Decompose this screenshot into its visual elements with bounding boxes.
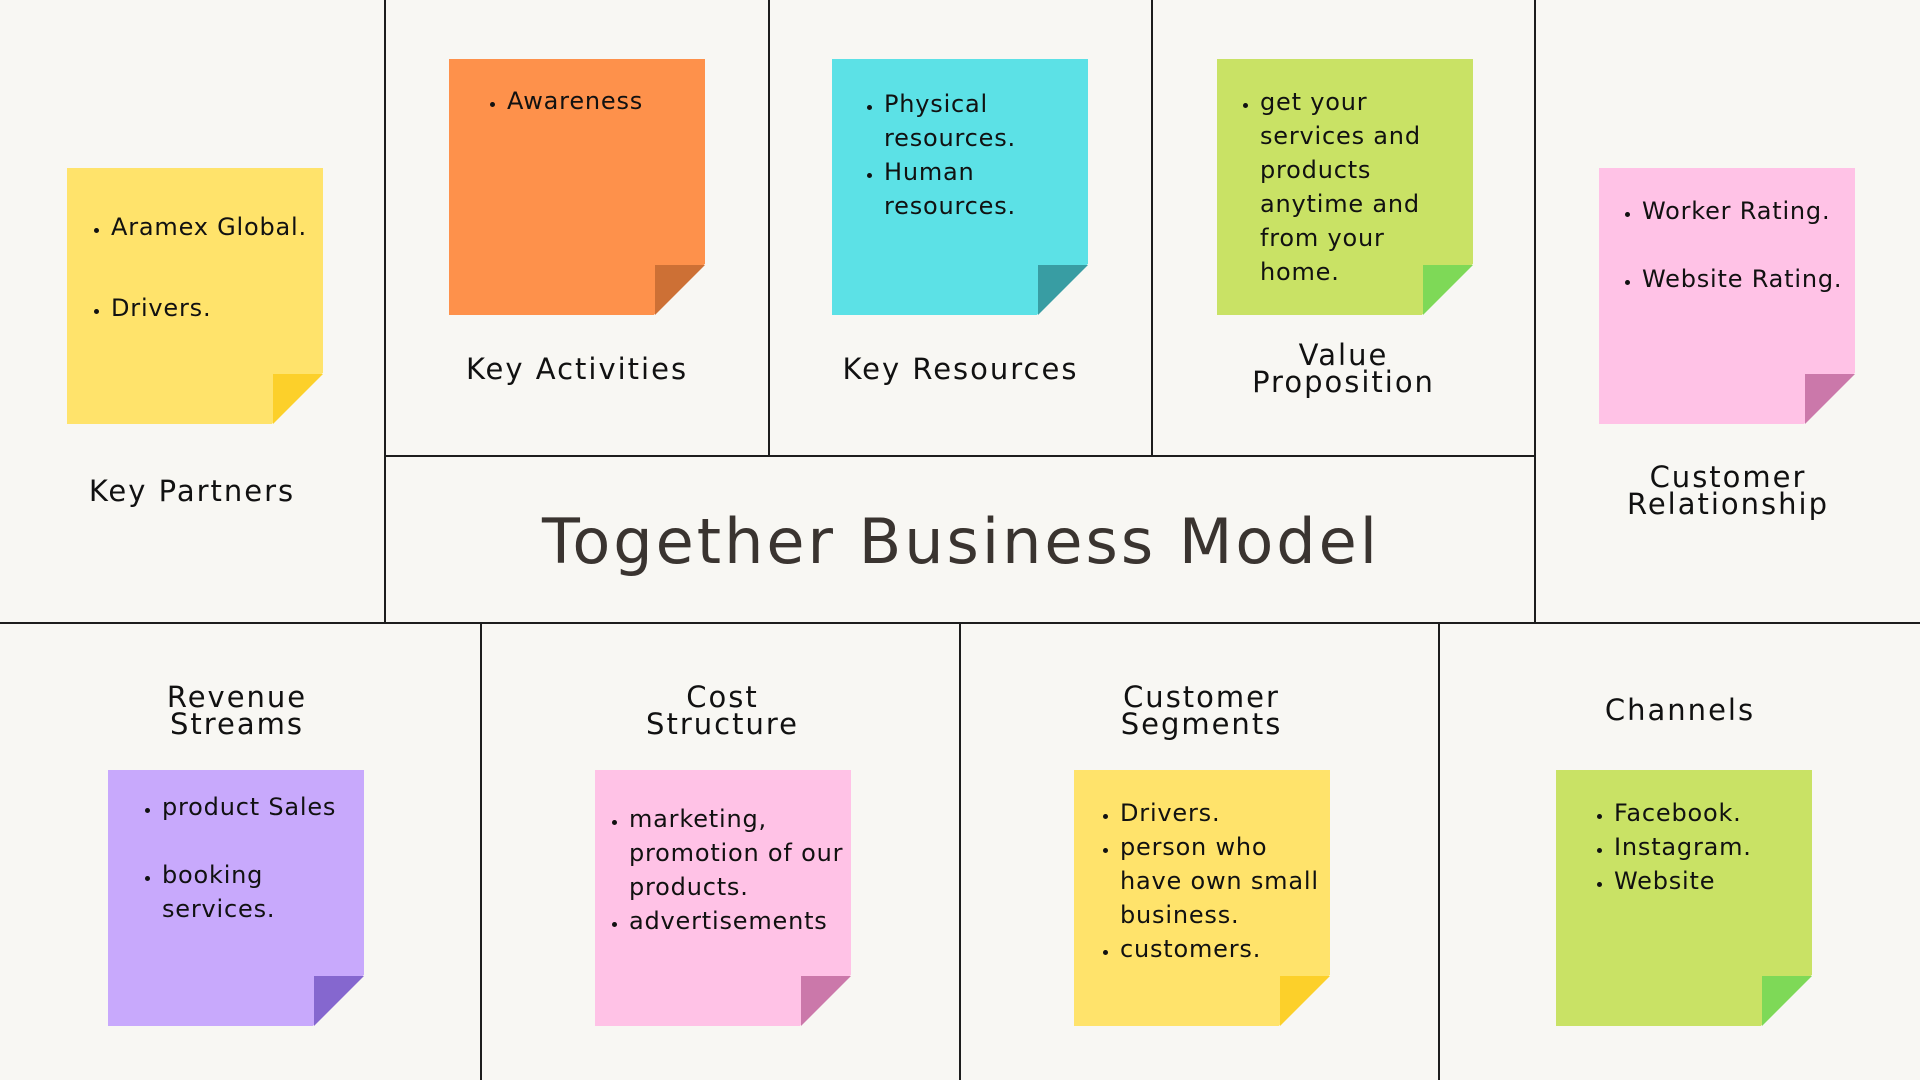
sticky-note-value-proposition: get your services and products anytime a… (1217, 59, 1473, 315)
list-item: Facebook. (1614, 796, 1812, 830)
list-item: Instagram. (1614, 830, 1812, 864)
note-fold (273, 374, 323, 424)
cost-structure-list: marketing, promotion of our products. ad… (595, 802, 851, 938)
note-fold (1038, 265, 1088, 315)
list-item: Physical resources. (884, 87, 1088, 155)
section-label-customer-relationship: Customer Relationship (1626, 460, 1830, 521)
list-item: Website Rating. (1642, 262, 1855, 296)
revenue-streams-list: product Sales booking services. (108, 790, 364, 926)
divider-bottom-1 (480, 622, 482, 1080)
section-label-revenue-streams: Revenue Streams (166, 680, 308, 741)
divider-bottom-2 (959, 622, 961, 1080)
divider-top-1 (384, 0, 386, 622)
list-item: Worker Rating. (1642, 194, 1855, 228)
note-fold (801, 976, 851, 1026)
customer-segments-list: Drivers. person who have own small busin… (1074, 796, 1330, 966)
list-item: product Sales (162, 790, 364, 824)
divider-bottom-3 (1438, 622, 1440, 1080)
list-item: Drivers. (1120, 796, 1330, 830)
list-item: Website (1614, 864, 1812, 898)
list-item: get your services and products anytime a… (1260, 85, 1465, 289)
list-item: person who have own small business. (1120, 830, 1330, 932)
section-label-channels: Channels (1604, 693, 1756, 727)
customer-relationship-list: Worker Rating. Website Rating. (1599, 194, 1855, 296)
list-item: marketing, promotion of our products. (629, 802, 851, 904)
note-fold (1762, 976, 1812, 1026)
note-fold (655, 265, 705, 315)
list-item: advertisements (629, 904, 851, 938)
section-label-key-partners: Key Partners (88, 474, 296, 508)
list-item: customers. (1120, 932, 1330, 966)
section-label-key-resources: Key Resources (842, 352, 1079, 386)
list-item: Human resources. (884, 155, 1088, 223)
section-label-value-proposition: Value Proposition (1252, 338, 1435, 399)
note-fold (1423, 265, 1473, 315)
channels-list: Facebook. Instagram. Website (1556, 796, 1812, 898)
key-resources-list: Physical resources. Human resources. (832, 87, 1088, 223)
section-label-cost-structure: Cost Structure (646, 680, 799, 741)
section-label-key-activities: Key Activities (465, 352, 689, 386)
list-item: Drivers. (111, 291, 323, 325)
list-item: Aramex Global. (111, 210, 323, 244)
note-fold (1805, 374, 1855, 424)
section-label-customer-segments: Customer Segments (1120, 680, 1283, 741)
divider-top-4 (1534, 0, 1536, 622)
key-partners-list: Aramex Global. Drivers. (67, 210, 323, 325)
divider-top-2 (768, 0, 770, 456)
page-title: Together Business Model (542, 505, 1380, 578)
divider-top-3 (1151, 0, 1153, 456)
key-activities-list: Awareness (449, 84, 705, 118)
list-item: booking services. (162, 858, 364, 926)
note-fold (1280, 976, 1330, 1026)
note-fold (314, 976, 364, 1026)
divider-title-top (384, 455, 1536, 457)
list-item: Awareness (507, 84, 705, 118)
value-proposition-list: get your services and products anytime a… (1217, 85, 1465, 289)
